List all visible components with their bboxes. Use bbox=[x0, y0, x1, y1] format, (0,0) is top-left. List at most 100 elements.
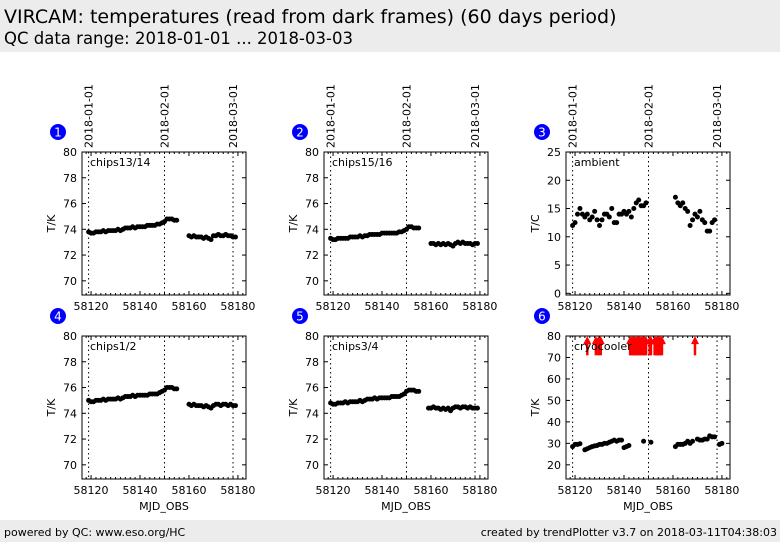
x-axis-label: MJD_OBS bbox=[623, 500, 673, 513]
data-point bbox=[614, 220, 620, 226]
data-point bbox=[174, 386, 180, 392]
data-point bbox=[589, 214, 595, 220]
y-tick-label: 78 bbox=[63, 356, 77, 369]
panel-label: cryocooler bbox=[574, 340, 632, 353]
data-point bbox=[712, 217, 718, 223]
y-tick-label: 80 bbox=[305, 330, 319, 343]
data-point bbox=[702, 220, 708, 226]
panel-label: chips13/14 bbox=[90, 156, 151, 169]
data-point bbox=[626, 443, 632, 449]
y-tick-label: 80 bbox=[547, 330, 561, 343]
y-tick-label: 25 bbox=[547, 146, 561, 159]
data-point bbox=[609, 206, 615, 212]
x-tick-label: 58140 bbox=[365, 484, 400, 497]
data-point bbox=[687, 222, 693, 228]
x-tick-label: 58120 bbox=[558, 484, 593, 497]
y-tick-label: 72 bbox=[63, 249, 77, 262]
date-label: 2018-02-01 bbox=[642, 84, 655, 148]
panel-1: 1 2018-01-01 2018-02-01 2018-03-01 70 72 74 76 7… bbox=[45, 84, 255, 313]
data-point bbox=[694, 214, 700, 220]
date-label: 2018-03-01 bbox=[711, 84, 724, 148]
y-tick-label: 70 bbox=[63, 275, 77, 288]
page-title: VIRCAM: temperatures (read from dark fra… bbox=[4, 6, 617, 28]
panel-2: 2 2018-01-01 2018-02-01 2018-03-01 70 72 74 76 7… bbox=[287, 84, 497, 313]
x-tick-label: 58160 bbox=[655, 484, 690, 497]
y-tick-label: 5 bbox=[554, 259, 561, 272]
y-tick-label: 76 bbox=[63, 198, 77, 211]
y-tick-label: 74 bbox=[305, 407, 319, 420]
y-tick-label: 70 bbox=[63, 459, 77, 472]
y-tick-label: 70 bbox=[305, 459, 319, 472]
panel-number-badge bbox=[292, 124, 308, 140]
x-tick-label: 58160 bbox=[655, 300, 690, 313]
data-point bbox=[584, 211, 590, 217]
panel-label: chips3/4 bbox=[332, 340, 379, 353]
y-tick-label: 15 bbox=[547, 203, 561, 216]
data-point bbox=[232, 234, 238, 240]
y-axis-label: T/K bbox=[45, 398, 58, 417]
y-tick-label: 80 bbox=[305, 146, 319, 159]
data-point bbox=[572, 220, 578, 226]
data-point bbox=[474, 240, 480, 246]
panel-number: 1 bbox=[54, 126, 62, 140]
y-tick-label: 76 bbox=[305, 382, 319, 395]
y-tick-label: 60 bbox=[547, 373, 561, 386]
x-tick-label: 58180 bbox=[462, 300, 497, 313]
chart-figure: 1 2018-01-01 2018-02-01 2018-03-01 70 72 74 76 7… bbox=[45, 84, 739, 513]
data-point bbox=[636, 197, 642, 203]
x-tick-label: 58160 bbox=[171, 484, 206, 497]
y-axis-label: T/C bbox=[529, 214, 542, 233]
y-axis-label: T/K bbox=[45, 214, 58, 233]
y-tick-label: 76 bbox=[63, 382, 77, 395]
y-axis-label: T/K bbox=[529, 398, 542, 417]
x-tick-label: 58120 bbox=[316, 300, 351, 313]
x-tick-label: 58140 bbox=[607, 484, 642, 497]
data-point bbox=[599, 217, 605, 223]
panel-number: 5 bbox=[296, 310, 304, 324]
panel-number: 3 bbox=[538, 126, 546, 140]
data-point bbox=[594, 217, 600, 223]
y-tick-label: 78 bbox=[63, 172, 77, 185]
out-of-range-arrowhead bbox=[596, 336, 605, 345]
data-point bbox=[719, 440, 725, 446]
data-point bbox=[628, 214, 634, 220]
data-point bbox=[606, 214, 612, 220]
data-point bbox=[626, 208, 632, 214]
y-axis-label: T/K bbox=[287, 214, 300, 233]
y-tick-label: 10 bbox=[547, 231, 561, 244]
data-point bbox=[707, 228, 713, 234]
x-axis-label: MJD_OBS bbox=[381, 500, 431, 513]
page-subtitle: QC data range: 2018-01-01 ... 2018-03-03 bbox=[4, 29, 353, 48]
y-tick-label: 0 bbox=[554, 287, 561, 300]
data-point bbox=[474, 405, 480, 411]
panel-3: 3 2018-01-01 2018-02-01 2018-03-01 0 5 10 15 20 2… bbox=[529, 84, 739, 313]
y-tick-label: 74 bbox=[63, 407, 77, 420]
x-tick-label: 58160 bbox=[171, 300, 206, 313]
panel-number-badge bbox=[534, 308, 550, 324]
x-tick-label: 58140 bbox=[365, 300, 400, 313]
data-point bbox=[208, 237, 214, 243]
y-tick-label: 40 bbox=[547, 416, 561, 429]
data-point bbox=[690, 438, 696, 444]
data-point bbox=[631, 206, 637, 212]
data-point bbox=[685, 208, 691, 214]
y-tick-label: 78 bbox=[305, 172, 319, 185]
y-tick-label: 70 bbox=[547, 351, 561, 364]
x-axis-label: MJD_OBS bbox=[139, 500, 189, 513]
date-label: 2018-03-01 bbox=[227, 84, 240, 148]
y-tick-label: 70 bbox=[305, 275, 319, 288]
y-tick-label: 80 bbox=[63, 146, 77, 159]
footer: powered by QC: www.eso.org/HC created by… bbox=[0, 520, 780, 542]
y-tick-label: 80 bbox=[63, 330, 77, 343]
footer-created-by: created by trendPlotter v3.7 on 2018-03-… bbox=[480, 526, 777, 539]
out-of-range-arrowhead bbox=[690, 336, 699, 345]
x-tick-label: 58160 bbox=[413, 484, 448, 497]
y-tick-label: 74 bbox=[63, 223, 77, 236]
panel-label: chips1/2 bbox=[90, 340, 137, 353]
data-point bbox=[575, 211, 581, 217]
data-point bbox=[643, 200, 649, 206]
x-tick-label: 58180 bbox=[220, 300, 255, 313]
data-point bbox=[174, 217, 180, 223]
footer-powered-by: powered by QC: www.eso.org/HC bbox=[4, 526, 186, 539]
panel-number-badge bbox=[50, 124, 66, 140]
